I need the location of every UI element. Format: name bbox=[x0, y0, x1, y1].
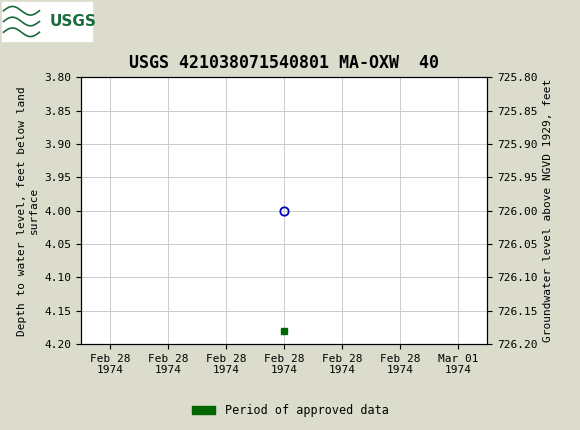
Legend: Period of approved data: Period of approved data bbox=[187, 399, 393, 422]
Bar bbox=[2, 2, 92, 41]
Y-axis label: Depth to water level, feet below land
surface: Depth to water level, feet below land su… bbox=[17, 86, 39, 335]
Y-axis label: Groundwater level above NGVD 1929, feet: Groundwater level above NGVD 1929, feet bbox=[543, 79, 553, 342]
Text: USGS: USGS bbox=[49, 14, 96, 29]
Title: USGS 421038071540801 MA-OXW  40: USGS 421038071540801 MA-OXW 40 bbox=[129, 54, 439, 72]
